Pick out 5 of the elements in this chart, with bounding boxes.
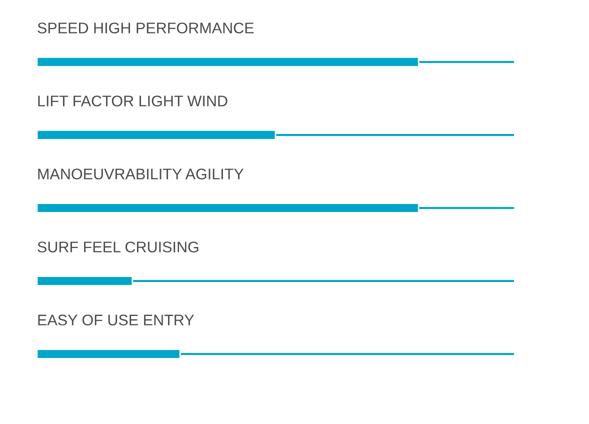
y-tick-label: LIFT FACTOR LIGHT WIND <box>38 96 228 106</box>
y-tick-label: MANOEUVRABILITY AGILITY <box>38 168 244 180</box>
y-tick-label: EASY OF USE ENTRY <box>38 314 194 326</box>
y-tick-label: SURF FEEL CRUISING <box>38 242 198 252</box>
y-tick-label: SPEED HIGH PERFORMANCE <box>38 22 254 34</box>
